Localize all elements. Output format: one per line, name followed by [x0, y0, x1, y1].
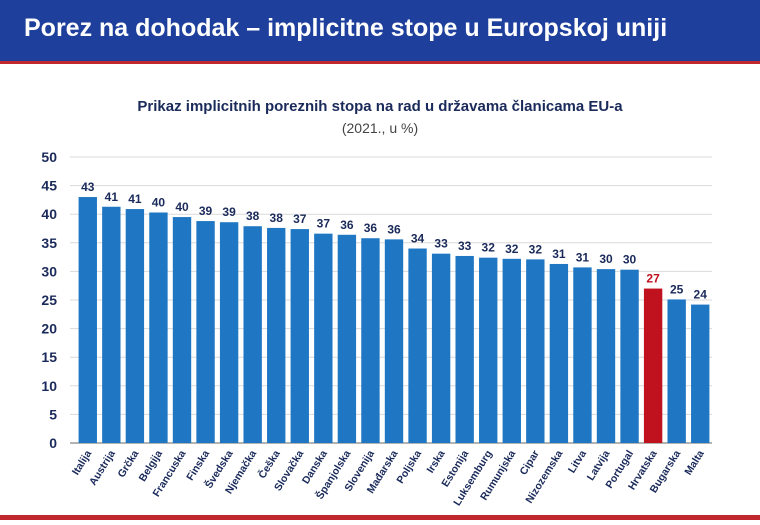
y-tick-label: 20: [41, 321, 57, 337]
value-label: 38: [246, 209, 260, 223]
value-label: 27: [646, 272, 660, 286]
bar-slovenija: [361, 238, 380, 443]
bar-latvija: [596, 269, 616, 443]
category-label: Irska: [424, 448, 447, 475]
value-label: 36: [364, 221, 378, 235]
y-tick-label: 25: [41, 292, 57, 308]
value-label: 37: [317, 217, 331, 231]
bar-grčka: [125, 209, 145, 443]
y-tick-label: 40: [41, 206, 57, 222]
chart-subtitle: (2021., u %): [341, 120, 419, 136]
value-label: 34: [411, 232, 425, 246]
bar-hrvatska: [643, 288, 663, 443]
category-label: Malta: [682, 448, 706, 477]
value-label: 31: [552, 247, 566, 261]
value-label: 43: [81, 180, 95, 194]
value-label: 32: [529, 242, 543, 256]
value-label: 33: [434, 237, 448, 251]
bar-španjolska: [337, 234, 357, 443]
value-label: 39: [222, 205, 236, 219]
bar-italija: [78, 197, 97, 443]
category-label: Litva: [566, 448, 589, 475]
header-bar: Porez na dohodak – implicitne stope u Eu…: [0, 0, 760, 64]
bar-estonija: [455, 255, 474, 443]
value-label: 25: [670, 282, 684, 296]
bar-češka: [267, 227, 286, 443]
y-tick-label: 10: [41, 378, 57, 394]
category-label: Italija: [70, 448, 94, 477]
bar-cipar: [526, 259, 545, 443]
y-tick-label: 0: [49, 435, 57, 451]
value-label: 33: [458, 239, 472, 253]
bar-litva: [573, 267, 592, 443]
value-label: 37: [293, 212, 307, 226]
bar-švedska: [219, 222, 239, 443]
bar-nizozemska: [549, 263, 569, 443]
value-label: 32: [482, 241, 496, 255]
bar-njemačka: [243, 226, 262, 443]
bar-irska: [431, 253, 451, 443]
y-tick-label: 45: [41, 178, 57, 194]
bar-austrija: [102, 206, 121, 443]
bar-bugarska: [667, 299, 686, 443]
y-tick-label: 30: [41, 263, 57, 279]
y-tick-label: 35: [41, 235, 57, 251]
bar-luksemburg: [479, 257, 498, 443]
value-label: 30: [599, 252, 613, 266]
value-label: 32: [505, 242, 519, 256]
value-label: 24: [694, 288, 708, 302]
page-title: Porez na dohodak – implicitne stope u Eu…: [24, 14, 668, 42]
value-label: 31: [576, 250, 590, 264]
bar-rumunjska: [502, 258, 521, 443]
bar-poljska: [408, 248, 427, 443]
value-label: 40: [152, 195, 166, 209]
bar-malta: [691, 304, 710, 443]
bar-mađarska: [384, 239, 404, 443]
bar-finska: [196, 221, 215, 443]
value-label: 41: [105, 190, 119, 204]
value-label: 40: [175, 200, 189, 214]
bottom-accent-line: [0, 515, 760, 520]
bar-danska: [314, 233, 333, 443]
value-label: 36: [387, 222, 401, 236]
bar-francuska: [172, 217, 192, 443]
value-label: 41: [128, 192, 142, 206]
bar-belgija: [149, 212, 168, 443]
category-label: Cipar: [517, 448, 541, 477]
y-tick-label: 15: [41, 349, 57, 365]
value-label: 30: [623, 253, 637, 267]
bar-portugal: [620, 269, 639, 443]
chart-title: Prikaz implicitnih poreznih stopa na rad…: [137, 98, 623, 115]
y-tick-label: 50: [41, 149, 57, 165]
y-tick-label: 5: [49, 406, 57, 422]
bar-slovačka: [290, 229, 309, 443]
value-label: 39: [199, 204, 213, 218]
value-label: 38: [270, 211, 284, 225]
value-label: 36: [340, 218, 354, 232]
